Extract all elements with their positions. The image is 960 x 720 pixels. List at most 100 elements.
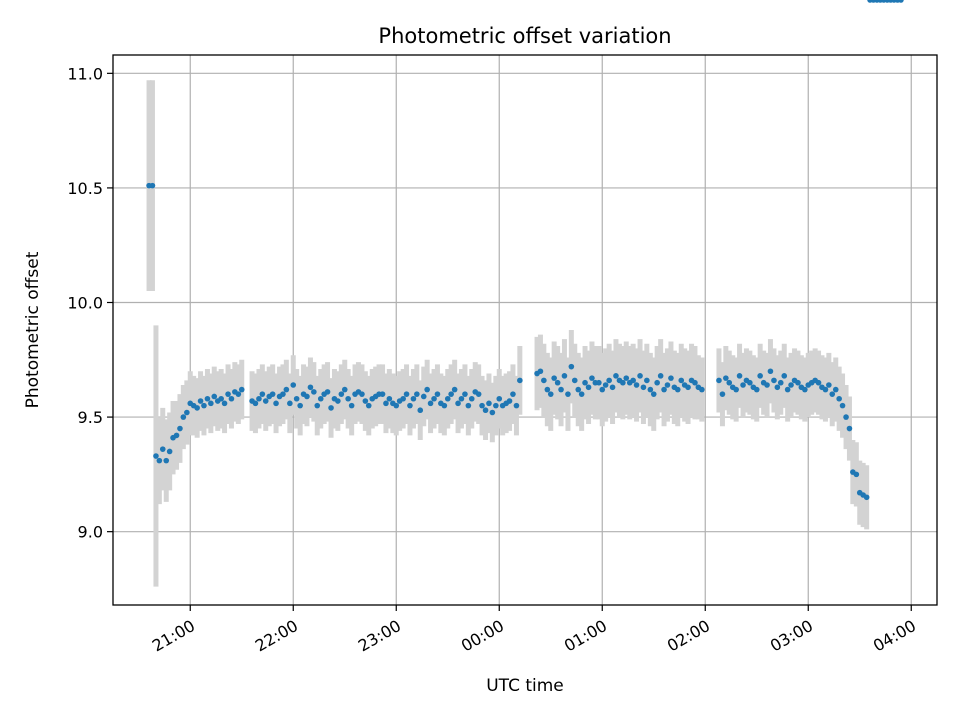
data-point bbox=[644, 377, 650, 384]
x-tick-label: 22:00 bbox=[252, 616, 301, 656]
data-point bbox=[547, 391, 554, 397]
data-point bbox=[417, 407, 424, 414]
data-point bbox=[208, 400, 214, 407]
data-point bbox=[537, 368, 544, 375]
data-point bbox=[462, 391, 468, 397]
data-point bbox=[898, 0, 904, 3]
data-point bbox=[177, 425, 183, 432]
data-point bbox=[427, 400, 434, 407]
data-point bbox=[407, 402, 413, 409]
data-point bbox=[668, 375, 674, 381]
data-point bbox=[620, 379, 626, 386]
data-point bbox=[256, 395, 262, 402]
data-point bbox=[365, 402, 372, 409]
data-point bbox=[647, 386, 654, 393]
y-tick-label: 10.0 bbox=[67, 294, 103, 313]
data-point bbox=[571, 377, 578, 384]
data-point bbox=[163, 457, 170, 464]
data-point bbox=[311, 389, 317, 395]
data-point bbox=[664, 382, 671, 388]
data-point bbox=[359, 391, 365, 397]
data-point bbox=[293, 395, 300, 402]
data-point bbox=[486, 400, 492, 407]
data-point bbox=[767, 368, 774, 375]
data-point bbox=[602, 382, 609, 388]
data-point bbox=[225, 391, 231, 397]
data-point bbox=[753, 386, 760, 393]
data-point bbox=[424, 386, 430, 393]
data-point bbox=[726, 379, 733, 386]
data-point bbox=[716, 377, 722, 384]
data-point bbox=[434, 391, 441, 397]
data-point bbox=[362, 398, 369, 404]
data-point bbox=[211, 393, 218, 400]
data-point bbox=[777, 379, 784, 386]
data-point bbox=[455, 400, 461, 407]
data-point bbox=[280, 391, 286, 397]
data-point bbox=[650, 391, 657, 397]
data-point bbox=[853, 471, 860, 478]
data-point bbox=[235, 391, 242, 397]
data-point bbox=[218, 395, 224, 402]
data-point bbox=[221, 400, 228, 407]
data-point bbox=[599, 386, 606, 393]
data-point bbox=[774, 384, 781, 391]
data-point bbox=[458, 395, 465, 402]
error-bars bbox=[146, 80, 870, 587]
y-tick-label: 11.0 bbox=[67, 64, 103, 83]
data-point bbox=[262, 398, 269, 404]
data-point bbox=[575, 386, 582, 393]
y-tick-label: 9.5 bbox=[78, 408, 103, 427]
data-point bbox=[506, 398, 513, 404]
data-point bbox=[596, 379, 602, 386]
data-point bbox=[393, 402, 400, 409]
data-point bbox=[510, 391, 516, 397]
x-tick-label: 21:00 bbox=[149, 616, 198, 656]
x-tick-label: 23:00 bbox=[355, 616, 404, 656]
data-point bbox=[554, 379, 561, 386]
data-point bbox=[517, 377, 523, 384]
data-point bbox=[582, 379, 588, 386]
data-point bbox=[613, 373, 619, 379]
data-point bbox=[637, 373, 643, 379]
x-axis-ticks: 21:00 22:00 23:00 00:00 01:00 02:00 03:00 04:00 bbox=[149, 605, 919, 656]
data-point bbox=[719, 391, 726, 397]
data-point bbox=[448, 391, 454, 397]
data-point bbox=[338, 391, 345, 397]
data-point bbox=[795, 379, 801, 386]
chart-title: Photometric offset variation bbox=[378, 24, 671, 48]
data-point bbox=[379, 391, 386, 397]
data-point bbox=[654, 379, 660, 386]
x-tick-label: 02:00 bbox=[664, 616, 713, 656]
data-point bbox=[843, 414, 849, 420]
data-point bbox=[228, 395, 235, 402]
data-point bbox=[410, 395, 417, 402]
data-point bbox=[568, 363, 575, 370]
data-point bbox=[606, 377, 612, 384]
data-point bbox=[489, 409, 496, 416]
data-point bbox=[297, 402, 303, 409]
data-point bbox=[747, 379, 753, 386]
data-point bbox=[496, 395, 503, 402]
data-point bbox=[781, 373, 788, 379]
data-point bbox=[839, 402, 846, 409]
data-point bbox=[335, 398, 341, 404]
x-tick-label: 04:00 bbox=[870, 616, 919, 656]
data-point bbox=[314, 402, 321, 409]
data-point bbox=[307, 384, 314, 391]
data-point bbox=[201, 402, 207, 409]
data-point bbox=[283, 386, 290, 393]
data-point bbox=[273, 400, 279, 407]
data-point bbox=[836, 395, 842, 402]
data-point bbox=[468, 395, 475, 402]
x-tick-label: 01:00 bbox=[561, 616, 610, 656]
data-point bbox=[736, 373, 743, 379]
data-point bbox=[431, 395, 437, 402]
data-point bbox=[414, 391, 420, 397]
data-point bbox=[740, 382, 746, 388]
data-point bbox=[863, 494, 870, 501]
data-point bbox=[383, 400, 389, 407]
data-point bbox=[822, 386, 829, 393]
data-point bbox=[558, 386, 564, 393]
data-point bbox=[541, 377, 547, 384]
